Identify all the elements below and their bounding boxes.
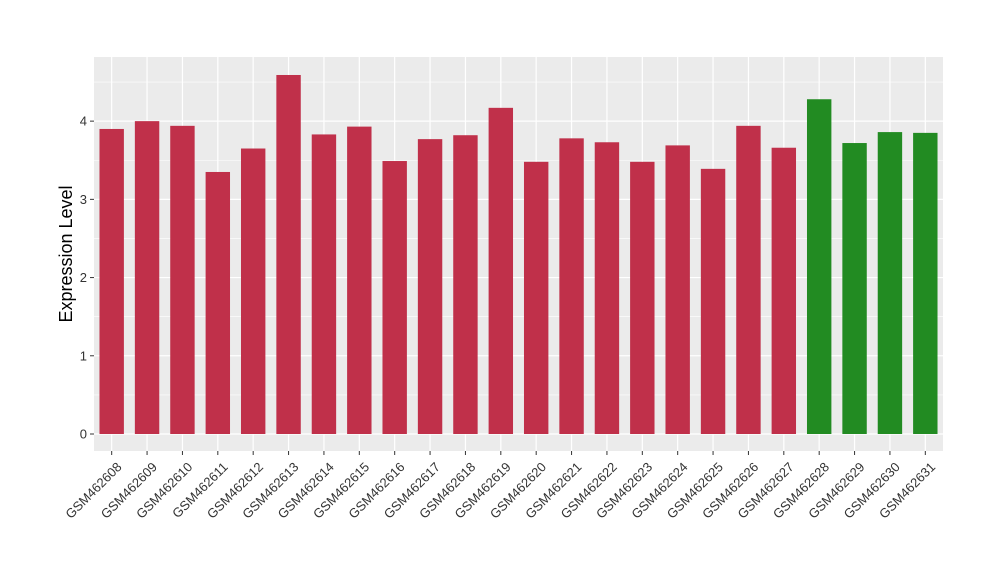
bar-GSM462630 [877, 132, 903, 434]
y-tick-label: 0 [80, 427, 87, 442]
bar-GSM462611 [205, 171, 231, 434]
bar-GSM462613 [276, 74, 301, 434]
bar-GSM462628 [806, 99, 832, 434]
plot-panel [94, 57, 943, 451]
bar-GSM462618 [453, 135, 478, 435]
bar-GSM462624 [665, 145, 690, 434]
y-tick-label: 1 [80, 348, 87, 363]
bar-GSM462621 [559, 138, 584, 434]
y-tick-label: 3 [80, 192, 87, 207]
bar-GSM462627 [771, 147, 797, 434]
bar-GSM462615 [347, 126, 372, 434]
bar-GSM462614 [311, 134, 337, 435]
bar-GSM462631 [913, 132, 938, 434]
bar-GSM462626 [736, 125, 761, 435]
x-axis: GSM462608GSM462609GSM462610GSM462611GSM4… [62, 451, 938, 522]
y-tick-label: 2 [80, 270, 87, 285]
bar-GSM462623 [630, 161, 655, 434]
bar-GSM462609 [134, 121, 160, 434]
bar-GSM462629 [842, 143, 867, 434]
bar-GSM462617 [417, 139, 443, 434]
bar-GSM462608 [99, 128, 124, 435]
bar-GSM462616 [382, 161, 407, 434]
bar-GSM462625 [700, 168, 726, 434]
y-tick-label: 4 [80, 114, 87, 129]
bar-GSM462610 [170, 125, 195, 435]
y-axis-title: Expression Level [56, 185, 76, 322]
bar-GSM462620 [523, 161, 549, 434]
bar-GSM462619 [488, 107, 514, 435]
y-axis: 0 1 2 3 4 [80, 114, 94, 442]
bars [99, 74, 938, 435]
bar-GSM462622 [594, 142, 620, 434]
bar-GSM462612 [240, 148, 266, 434]
